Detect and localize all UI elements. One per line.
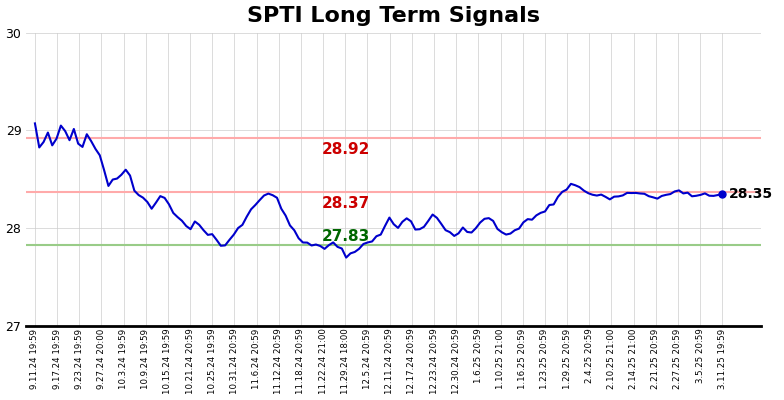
Text: 28.37: 28.37 bbox=[322, 196, 370, 211]
Text: 28.35: 28.35 bbox=[728, 187, 773, 201]
Text: 28.92: 28.92 bbox=[322, 142, 370, 157]
Text: 27.83: 27.83 bbox=[322, 229, 370, 244]
Title: SPTI Long Term Signals: SPTI Long Term Signals bbox=[247, 6, 540, 26]
